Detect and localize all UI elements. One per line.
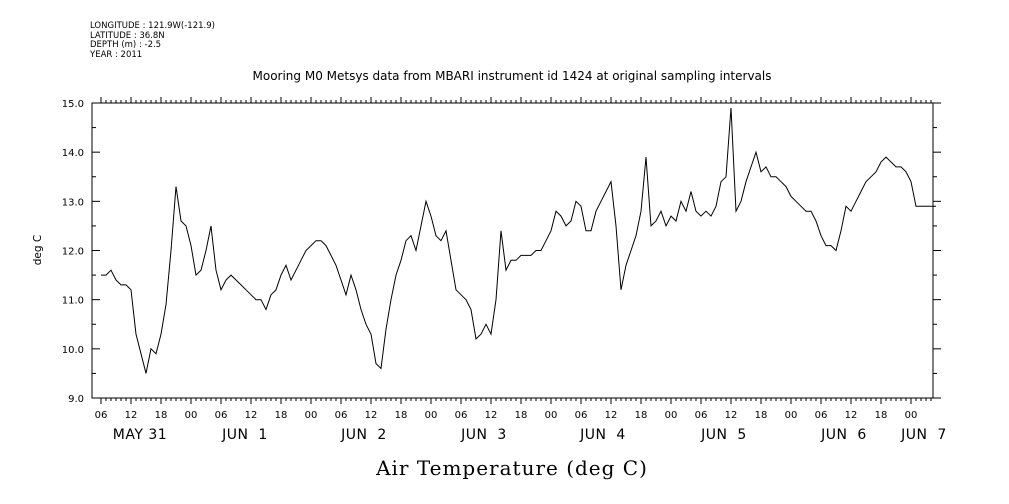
- y-tick-label: 11.0: [62, 296, 84, 307]
- x-hour-label: 06: [215, 410, 228, 421]
- x-date-label: JUN 6: [820, 427, 867, 443]
- x-hour-label: 12: [485, 410, 498, 421]
- x-hour-label: 06: [815, 410, 828, 421]
- chart-title: Mooring M0 Metsys data from MBARI instru…: [253, 69, 772, 83]
- x-hour-label: 18: [635, 410, 648, 421]
- x-date-label: JUN 7: [900, 427, 947, 443]
- y-tick-label: 12.0: [62, 247, 84, 258]
- x-hour-label: 00: [905, 410, 918, 421]
- x-hour-label: 00: [305, 410, 318, 421]
- x-hour-label: 00: [665, 410, 678, 421]
- x-hour-label: 18: [275, 410, 288, 421]
- x-date-label: JUN 2: [340, 427, 387, 443]
- y-tick-label: 14.0: [62, 148, 84, 159]
- y-tick-label: 9.0: [68, 394, 84, 405]
- x-hour-label: 12: [365, 410, 378, 421]
- x-hour-label: 00: [545, 410, 558, 421]
- x-axis-title: Air Temperature (deg C): [375, 456, 648, 480]
- x-hour-label: 18: [515, 410, 528, 421]
- y-tick-label: 10.0: [62, 345, 84, 356]
- x-date-label: JUN 1: [221, 427, 268, 443]
- x-date-label: JUN 5: [700, 427, 747, 443]
- longitude-text: LONGITUDE : 121.9W(-121.9): [90, 21, 215, 31]
- x-hour-label: 12: [125, 410, 138, 421]
- x-date-label: JUN 3: [460, 427, 507, 443]
- mooring-metadata: LONGITUDE : 121.9W(-121.9) LATITUDE : 36…: [90, 21, 215, 60]
- x-hour-label: 18: [755, 410, 768, 421]
- x-date-label: JUN 4: [579, 427, 626, 443]
- x-hour-label: 18: [875, 410, 888, 421]
- depth-text: DEPTH (m) : -2.5: [90, 40, 162, 51]
- x-hour-label: 06: [575, 410, 588, 421]
- x-hour-label: 06: [95, 410, 108, 421]
- x-hour-label: 12: [245, 410, 258, 421]
- x-hour-label: 12: [725, 410, 738, 421]
- x-hour-label: 06: [335, 410, 348, 421]
- x-hour-label: 00: [785, 410, 798, 421]
- y-axis-label: deg C: [32, 235, 44, 265]
- x-date-label: MAY 31: [113, 427, 167, 443]
- x-hour-label: 18: [155, 410, 168, 421]
- x-hour-label: 18: [395, 410, 408, 421]
- x-hour-label: 06: [695, 410, 708, 421]
- x-hour-label: 00: [425, 410, 438, 421]
- year-text: YEAR : 2011: [90, 49, 143, 60]
- x-hour-label: 12: [845, 410, 858, 421]
- y-axis: 9.0 10.0 11.0 12.0 13.0 14.0 15.0: [62, 99, 941, 405]
- plot-frame: [91, 102, 934, 399]
- y-tick-label: 15.0: [62, 99, 84, 110]
- x-hour-label: 00: [185, 410, 198, 421]
- x-hour-label: 12: [605, 410, 618, 421]
- x-axis: 06 12 18 00 06 12 18 00 06 12 18 00 06 12 18 00 06 12 18 00…: [95, 97, 947, 443]
- air-temperature-series-line: [101, 107, 936, 374]
- x-hour-label: 06: [455, 410, 468, 421]
- y-tick-label: 13.0: [62, 197, 84, 208]
- latitude-text: LATITUDE : 36.8N: [90, 30, 165, 41]
